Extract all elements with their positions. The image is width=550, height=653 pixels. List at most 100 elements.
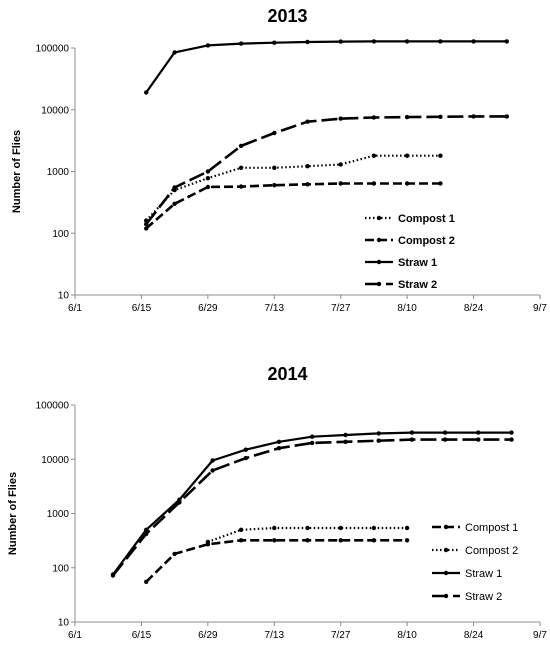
series-straw-1	[110, 430, 514, 577]
data-point	[371, 538, 377, 543]
series-compost-2	[144, 181, 443, 231]
data-point	[509, 430, 514, 435]
data-point	[471, 39, 476, 44]
y-axis-label: Number of Flies	[11, 130, 23, 213]
data-point	[338, 39, 343, 44]
y-tick-label: 1000	[47, 167, 70, 178]
legend-marker	[443, 524, 449, 530]
x-tick-label: 7/13	[265, 630, 285, 641]
data-point	[238, 143, 244, 149]
data-point	[404, 114, 410, 120]
data-point	[504, 114, 509, 119]
legend-label: Compost 1	[398, 213, 455, 225]
chart-panel-2014: 2014 Number of Flies 10 100 1000 10000 100000 6…	[7, 364, 547, 641]
data-point	[205, 176, 211, 181]
data-point	[409, 437, 415, 442]
y-tick-label: 100000	[36, 44, 70, 55]
series-line	[145, 539, 408, 583]
y-tick-label: 1000	[47, 509, 70, 520]
data-point	[305, 538, 310, 543]
legend-label: Compost 2	[465, 545, 518, 557]
series-line	[145, 115, 507, 225]
data-point	[371, 525, 377, 531]
data-point	[404, 181, 410, 186]
chart-title: 2014	[267, 364, 307, 384]
legend-label: Compost 1	[465, 522, 518, 534]
data-point	[243, 455, 248, 461]
y-tick-label: 10000	[41, 105, 69, 116]
legend-label: Straw 1	[465, 568, 502, 580]
data-point	[272, 130, 277, 136]
data-point	[144, 531, 149, 537]
data-point	[305, 164, 310, 169]
data-point	[476, 430, 481, 435]
data-point	[404, 538, 410, 543]
series-line	[145, 182, 441, 230]
data-point	[504, 39, 509, 44]
data-point	[442, 430, 448, 435]
data-point	[371, 39, 377, 44]
data-point	[144, 226, 149, 231]
data-point	[305, 39, 310, 45]
data-point	[172, 551, 177, 557]
series-compost-1	[144, 538, 410, 584]
legend-label: Straw 2	[398, 279, 437, 291]
data-point	[205, 539, 211, 545]
y-axis-label: Number of Flies	[7, 472, 19, 555]
x-tick-label: 8/10	[397, 630, 417, 641]
data-point	[338, 162, 343, 167]
x-tick-label: 9/7	[533, 630, 547, 641]
data-point	[110, 573, 116, 578]
data-point	[238, 527, 244, 532]
x-tick-label: 8/24	[464, 303, 484, 314]
series-straw-1	[144, 39, 509, 95]
legend-marker	[376, 237, 382, 243]
data-point	[404, 153, 410, 158]
legend-label: Compost 2	[398, 235, 455, 247]
data-point	[272, 525, 277, 531]
data-point	[338, 538, 343, 543]
x-tick-label: 7/27	[331, 630, 351, 641]
data-point	[272, 183, 277, 188]
chart-panel-2013: 2013 Number of Flies 10 100 1000 10000 100000 6…	[11, 6, 547, 314]
data-point	[144, 90, 149, 95]
y-tick-label: 10000	[41, 455, 69, 466]
data-point	[144, 222, 149, 227]
data-point	[144, 527, 149, 532]
data-point	[243, 447, 248, 452]
data-point	[205, 184, 211, 190]
y-tick-label: 100000	[36, 401, 70, 412]
y-tick-label: 100	[52, 229, 69, 240]
legend-marker	[376, 259, 382, 265]
legend-label: Straw 1	[398, 257, 437, 269]
legend-marker	[376, 281, 382, 287]
data-point	[144, 579, 149, 584]
data-point	[305, 525, 310, 531]
data-point	[272, 40, 277, 45]
x-tick-label: 6/29	[198, 630, 218, 641]
data-point	[238, 538, 244, 543]
y-tick-label: 10	[58, 291, 70, 302]
data-point	[210, 468, 215, 473]
series-compost-2	[205, 525, 410, 545]
data-point	[310, 440, 315, 446]
data-point	[471, 114, 476, 119]
data-point	[371, 181, 377, 186]
data-point	[238, 41, 244, 46]
data-point	[310, 434, 315, 439]
x-tick-label: 6/1	[68, 630, 82, 641]
data-point	[476, 437, 481, 442]
data-point	[305, 182, 310, 187]
data-point	[276, 439, 282, 444]
data-point	[343, 432, 348, 438]
legend-marker	[443, 570, 449, 576]
data-point	[172, 185, 177, 190]
data-point	[438, 181, 443, 186]
x-tick-label: 7/13	[265, 303, 285, 314]
data-point	[205, 43, 211, 48]
y-tick-label: 10	[58, 618, 70, 629]
data-point	[172, 201, 177, 206]
data-point	[438, 114, 443, 120]
